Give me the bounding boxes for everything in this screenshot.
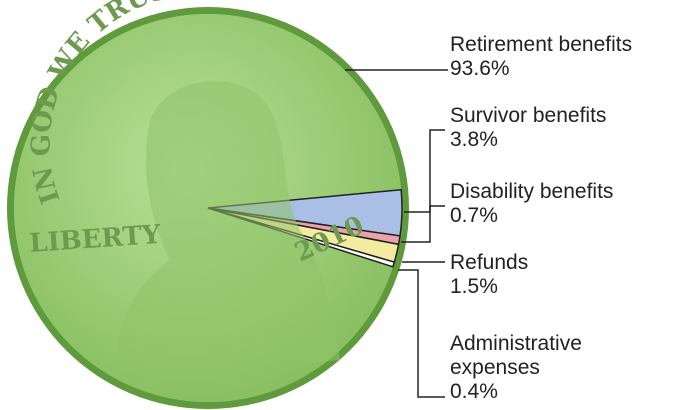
slice-value: 0.4%	[450, 380, 498, 403]
leader-line	[401, 205, 445, 243]
leader-line	[398, 269, 445, 398]
slice-value: 1.5%	[450, 275, 498, 298]
portrait	[117, 81, 340, 380]
slice-value: 93.6%	[450, 57, 510, 80]
slice-name: Retirement benefits	[450, 33, 633, 56]
slice-label: Refunds 1.5%	[450, 251, 670, 299]
slice-name: Survivor benefits	[450, 104, 607, 127]
slice-value: 0.7%	[450, 204, 498, 227]
slice-name: Administrative expenses	[450, 332, 582, 379]
slice-name: Disability benefits	[450, 180, 614, 203]
slice-label: Administrative expenses 0.4%	[450, 332, 620, 404]
leader-line	[404, 129, 445, 213]
slice-label: Retirement benefits 93.6%	[450, 33, 670, 81]
slice-label: Survivor benefits 3.8%	[450, 104, 670, 152]
slice-name: Refunds	[450, 251, 529, 274]
slice-label: Disability benefits 0.7%	[450, 180, 670, 228]
slice-value: 3.8%	[450, 128, 498, 151]
